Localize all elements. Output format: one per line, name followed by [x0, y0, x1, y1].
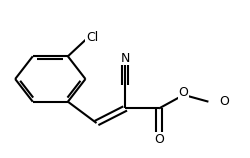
Text: Cl: Cl — [86, 31, 99, 44]
Text: O: O — [154, 133, 164, 146]
Text: N: N — [120, 52, 130, 64]
Text: O: O — [219, 95, 229, 108]
Text: O: O — [179, 86, 188, 99]
